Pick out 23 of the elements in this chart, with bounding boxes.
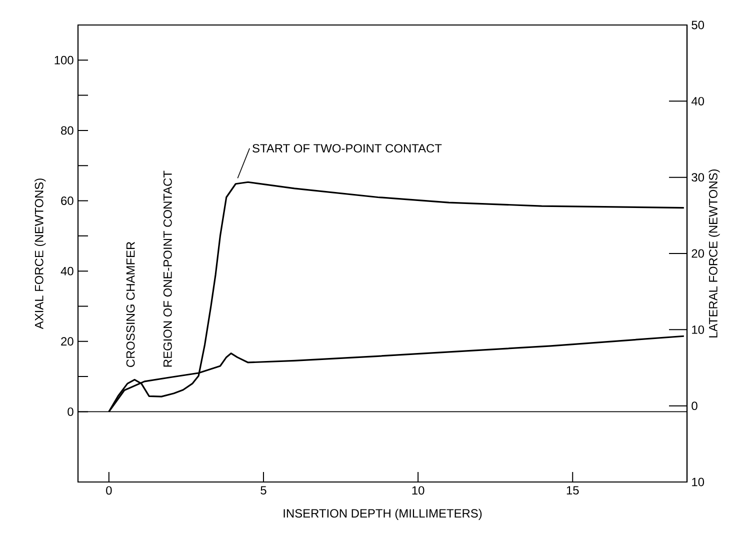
- x-axis-title: INSERTION DEPTH (MILLIMETERS): [284, 508, 482, 520]
- y-tick-label: 0: [68, 407, 74, 416]
- annotation: CROSSING CHAMFER: [126, 242, 135, 367]
- y2-axis-title: LATERAL FORCE (NEWTONS): [708, 169, 720, 338]
- y-tick-label: 60: [61, 196, 74, 205]
- x-tick-label: 10: [412, 486, 424, 495]
- y-tick-label: 80: [61, 126, 74, 135]
- y2-tick-label: 10: [692, 478, 704, 486]
- y2-tick-label: 40: [691, 96, 704, 106]
- y2-tick-label: 10: [692, 325, 704, 334]
- annotation: START OF TWO-POINT CONTACT: [252, 144, 442, 153]
- x-tick-label: 0: [106, 486, 112, 495]
- annotation: REGION OF ONE-POINT CONTACT: [163, 170, 172, 367]
- x-tick-label: 5: [260, 486, 266, 495]
- y-tick-label: 40: [60, 266, 74, 276]
- x-tick-label: 15: [566, 486, 579, 495]
- y-axis-title: AXIAL FORCE (NEWTONS): [34, 178, 46, 330]
- y2-tick-label: 0: [692, 402, 698, 410]
- y-tick-label: 100: [54, 56, 74, 64]
- y2-tick-label: 20: [692, 249, 704, 258]
- y-tick-label: 20: [61, 337, 74, 346]
- y2-tick-label: 30: [692, 173, 704, 182]
- y2-tick-label: 50: [692, 20, 704, 30]
